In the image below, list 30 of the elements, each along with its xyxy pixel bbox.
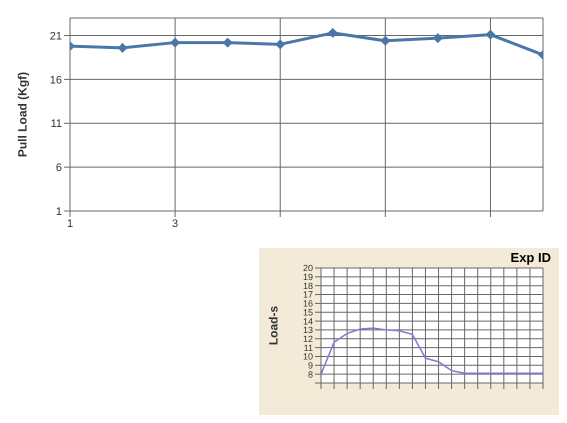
y-tick-label: 10: [302, 352, 313, 362]
point: [275, 39, 286, 50]
y-tick-label: 13: [302, 325, 313, 336]
y-axis-title: Load-s: [266, 306, 280, 346]
point: [328, 28, 338, 38]
chart-title: Exp ID: [510, 250, 551, 265]
y-tick-label: 8: [308, 369, 313, 380]
y-tick-label: 9: [308, 360, 313, 371]
y-tick-label: 11: [50, 118, 62, 130]
y-tick-label: 20: [302, 263, 313, 274]
point: [118, 42, 128, 53]
point: [432, 33, 443, 44]
point: [485, 30, 496, 40]
y-tick-label: 14: [302, 316, 313, 326]
y-tick-label: 6: [56, 162, 62, 174]
y-tick-label: 11: [304, 342, 313, 353]
y-tick-label: 18: [302, 280, 313, 291]
y-tick-label: 16: [302, 298, 313, 309]
y-tick-label: 1: [56, 206, 62, 218]
x-tick-label: 3: [172, 218, 178, 230]
y-axis-title: Pull Load (Kgf): [15, 72, 30, 158]
point: [380, 36, 390, 46]
point: [222, 38, 233, 48]
y-tick-label: 12: [302, 334, 313, 344]
y-tick-label: 17: [302, 290, 313, 300]
y-tick-label: 19: [302, 272, 313, 282]
point: [170, 38, 180, 48]
y-tick-label: 21: [50, 30, 62, 42]
y-tick-label: 16: [50, 74, 62, 86]
y-tick-label: 15: [302, 307, 313, 318]
